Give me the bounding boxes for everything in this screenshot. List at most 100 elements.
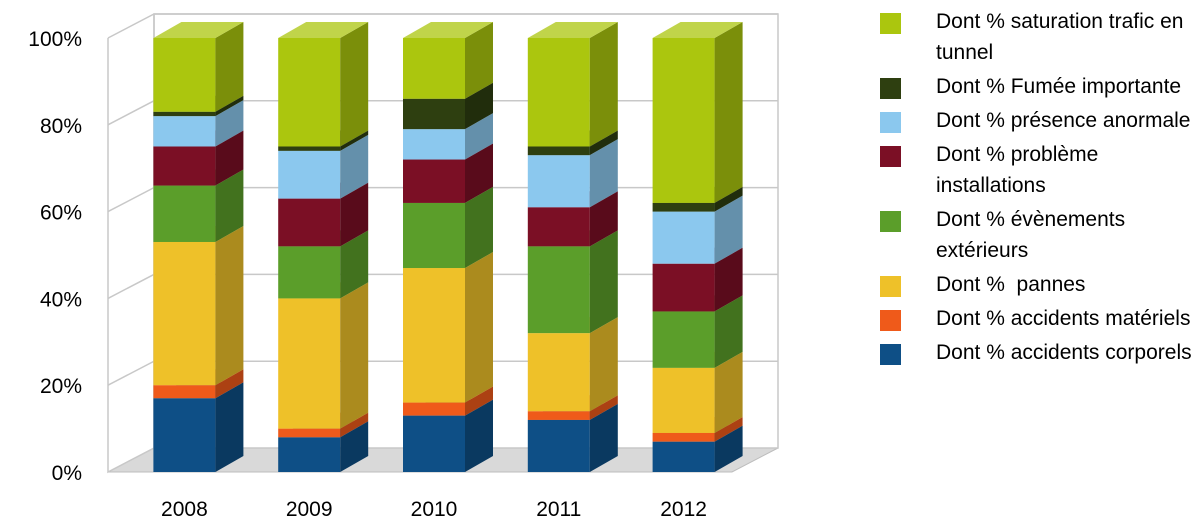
bar-segment-side (465, 386, 493, 416)
legend-swatch (880, 276, 901, 297)
bar-segment-front (652, 211, 715, 264)
bar-segment-side (465, 113, 493, 160)
bar-segment-side (714, 247, 743, 312)
bar-segment-side (340, 22, 369, 147)
bar-segment-front (403, 268, 465, 403)
legend-label: Dont % accidents matériels (936, 307, 1191, 330)
bar-segment-side (215, 369, 244, 399)
x-tick-label: 2011 (536, 498, 581, 521)
legend-swatch (880, 310, 901, 331)
bar-segment-top (403, 22, 493, 38)
bar-segment-front (403, 129, 465, 160)
bar-segment-side (465, 22, 493, 99)
bar-segment-front (153, 385, 216, 399)
bar-segment-front (527, 38, 590, 147)
bar-segment-front (403, 202, 465, 269)
bar-segment-side (215, 100, 244, 147)
bar-segment-side (340, 130, 369, 151)
legend-label: Dont % présence anormale (936, 109, 1191, 132)
bar-stack-2011 (527, 22, 618, 472)
bar-segment-side (465, 82, 493, 130)
bar-segment-side (465, 252, 493, 403)
bar-segment-side (340, 134, 369, 199)
bar-segment-side (215, 95, 244, 117)
y-tick-label: 100% (28, 28, 82, 51)
bar-segment-side (589, 139, 618, 208)
y-tick-label: 0% (52, 462, 82, 485)
gridline (107, 13, 778, 39)
bar-segment-front (527, 411, 590, 420)
bar-stack-2008 (153, 22, 244, 472)
y-tick-label: 20% (40, 375, 82, 398)
bar-segment-side (215, 22, 244, 112)
bar-segment-front (278, 437, 341, 472)
bar-segment-front (278, 150, 341, 199)
bar-segment-front (403, 38, 465, 99)
bar-stack-2009 (278, 22, 369, 472)
bar-segment-front (652, 311, 715, 368)
bar-segment-front (278, 198, 341, 247)
bar-segment-side (215, 382, 244, 472)
bar-segment-side (589, 403, 618, 472)
chart-legend: Dont % saturation trafic en tunnel Dont %… (880, 6, 1200, 371)
bar-stack-2010 (403, 22, 493, 472)
legend-item: Dont % présence anormale (880, 105, 1200, 136)
bar-segment-front (278, 298, 341, 429)
bar-segment-front (278, 246, 341, 299)
bar-segment-side (340, 412, 369, 438)
bar-segment-front (652, 432, 715, 442)
bar-segment-side (465, 399, 493, 472)
legend-item: Dont % accidents corporels (880, 337, 1200, 368)
legend-label: Dont % Fumée importante (936, 75, 1182, 98)
legend-label: Dont % problème installations (936, 143, 1105, 197)
bar-segment-front (278, 428, 341, 438)
bar-segment-front (527, 155, 590, 208)
legend-swatch (880, 344, 901, 365)
bar-segment-front (652, 263, 715, 312)
bar-segment-front (527, 333, 590, 412)
bar-segment-side (714, 22, 743, 203)
bar-segment-side (589, 230, 618, 334)
legend-item: Dont % pannes (880, 269, 1200, 300)
bar-segment-front (403, 402, 465, 416)
bar-segment-front (153, 241, 216, 386)
legend-item: Dont % accidents matériels (880, 303, 1200, 334)
bar-segment-top (652, 22, 743, 38)
bar-segment-front (403, 415, 465, 472)
bar-segment-front (652, 202, 715, 212)
legend-swatch (880, 112, 901, 133)
legend-swatch (880, 13, 901, 34)
bar-segment-front (153, 116, 216, 147)
bar-segment-front (278, 146, 341, 151)
bar-segment-side (215, 225, 244, 386)
bar-segment-side (714, 416, 743, 442)
chart-bars (153, 22, 743, 472)
bar-segment-side (714, 195, 743, 264)
legend-item: Dont % Fumée importante (880, 71, 1200, 102)
bar-stack-2012 (652, 22, 743, 472)
legend-swatch (880, 211, 901, 232)
x-tick-label: 2012 (660, 498, 707, 521)
bar-segment-top (278, 22, 369, 38)
legend-label: Dont % accidents corporels (936, 341, 1192, 364)
bar-segment-front (527, 246, 590, 334)
chart-labels: 0% 20% 40% 60% 80% 100% 2008 2009 2010 2011 2012 (28, 28, 707, 521)
legend-item: Dont % saturation trafic en tunnel (880, 6, 1200, 68)
bar-segment-front (153, 398, 216, 472)
bar-segment-side (215, 130, 244, 186)
bar-segment-front (153, 146, 216, 186)
bar-segment-top (527, 22, 618, 38)
legend-label: Dont % évènements extérieurs (936, 208, 1131, 262)
legend-label: Dont % pannes (936, 273, 1086, 296)
y-tick-label: 80% (40, 115, 82, 138)
bar-segment-front (153, 38, 216, 112)
bar-segment-front (403, 98, 465, 130)
x-tick-label: 2008 (161, 498, 208, 521)
legend-label: Dont % saturation trafic en tunnel (936, 10, 1190, 64)
bar-segment-side (714, 425, 743, 472)
bar-segment-side (340, 421, 369, 472)
bar-segment-front (403, 159, 465, 203)
y-tick-label: 40% (40, 288, 82, 311)
bar-segment-side (589, 130, 618, 156)
